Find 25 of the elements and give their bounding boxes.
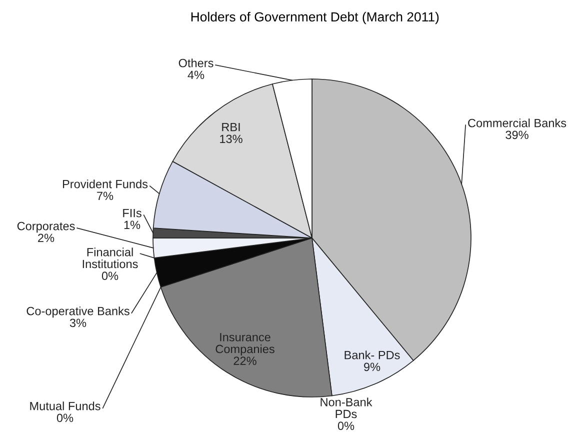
data-label: 2% (38, 234, 54, 242)
slice-label: Corporates (17, 222, 75, 233)
slice-label: Co-operative Banks (26, 306, 130, 318)
text: 0% (338, 422, 354, 430)
slice-label: Provident Funds (62, 180, 148, 188)
data-label: 39% (506, 130, 528, 140)
data-label: 7% (97, 192, 114, 200)
data-label: 13% (220, 134, 242, 144)
data-label: 3% (70, 318, 86, 328)
chart-title: Holders of Government Debt (March 2011) (191, 12, 439, 24)
slice-label: Commercial Banks (468, 118, 566, 128)
legend-label: Financial Institutions (82, 248, 138, 268)
category-label: Mutual Funds (30, 402, 100, 410)
slice-label: Insurance Companies (216, 333, 274, 356)
slice-label: FIIs (123, 209, 142, 218)
text: 0% (56, 414, 74, 422)
data-label: 22% (234, 356, 256, 365)
slice-label: Others (178, 58, 214, 68)
category-label: Non-Bank PDs (320, 398, 372, 418)
data-label: 9% (364, 362, 380, 372)
slice-label: Bank- PDs (344, 350, 400, 360)
data-label: 4% (188, 70, 204, 80)
data-label: 1% (124, 220, 140, 230)
slice-label: RBI (222, 123, 240, 132)
text: 0% (102, 272, 118, 280)
